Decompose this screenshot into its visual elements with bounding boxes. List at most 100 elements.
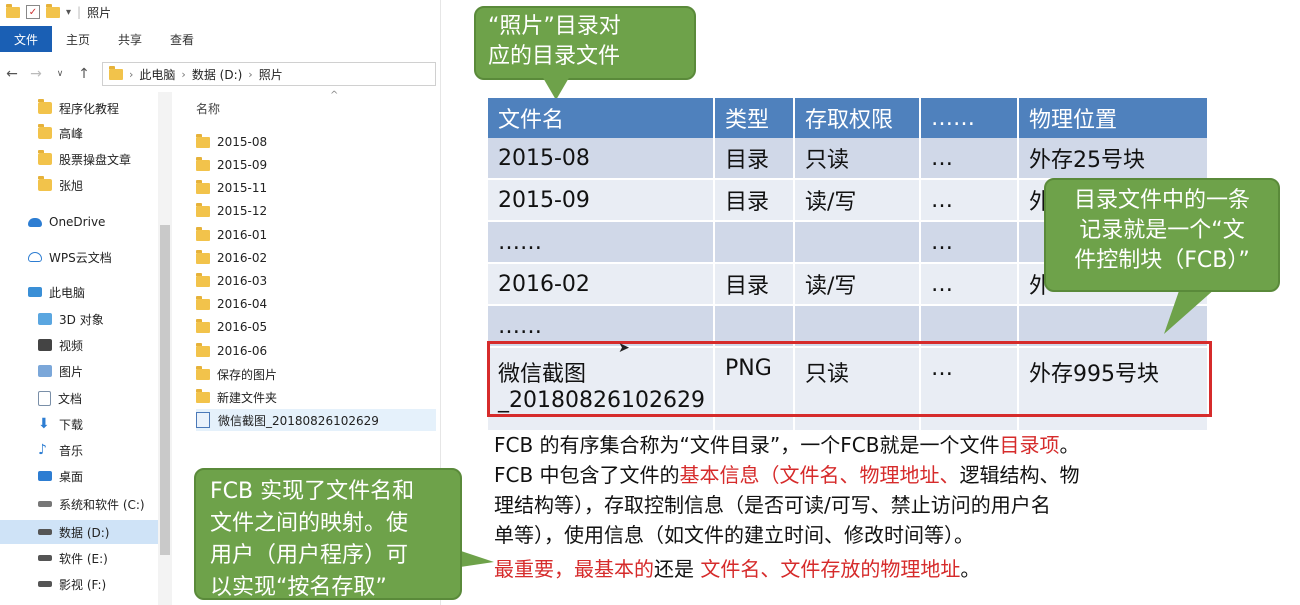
table-row: 2015-08 目录 只读 … 外存25号块 [488, 138, 1209, 180]
sidebar-item-3d-objects[interactable]: 3D 对象 [0, 307, 104, 331]
sidebar-item-documents[interactable]: 文档 [0, 386, 82, 410]
callout-line: 件控制块（FCB）” [1074, 248, 1250, 273]
file-item[interactable]: 2016-03 [196, 270, 267, 292]
table-cell [714, 305, 795, 348]
folder-icon [38, 99, 52, 114]
sidebar-item-pictures[interactable]: 图片 [0, 359, 83, 383]
sidebar-item-music[interactable]: ♪ 音乐 [0, 438, 83, 462]
file-item[interactable]: 2016-06 [196, 340, 267, 362]
sidebar-item-tutorial[interactable]: 程序化教程 [0, 96, 119, 120]
breadcrumb-this-pc[interactable]: 此电脑 [139, 67, 176, 82]
callout-pointer [542, 76, 570, 100]
paragraph-line: FCB 中包含了文件的基本信息（文件名、物理地址、逻辑结构、物 [494, 463, 1080, 487]
tab-home[interactable]: 主页 [66, 32, 91, 47]
callout-line: 以实现“按名存取” [210, 575, 387, 600]
sidebar-item-label: 软件 (E:) [59, 551, 108, 566]
tab-share[interactable]: 共享 [118, 32, 143, 47]
file-item[interactable]: 2015-08 [196, 131, 267, 153]
sidebar-scrollbar-thumb[interactable] [160, 225, 170, 555]
table-cell: 只读 [794, 138, 921, 180]
sidebar-item-videos[interactable]: 视频 [0, 333, 83, 357]
table-cell: 2015-09 [488, 179, 715, 222]
paragraph-line: 理结构等），存取控制信息（是否可读/可写、禁止访问的用户名 [494, 493, 1051, 517]
sidebar-item-desktop[interactable]: 桌面 [0, 464, 83, 488]
folder-icon [109, 65, 123, 80]
file-item[interactable]: 2015-09 [196, 154, 267, 176]
callout-name-mapping: FCB 实现了文件名和 文件之间的映射。使 用户（用户程序）可 以实现“按名存取… [194, 468, 462, 600]
tab-view[interactable]: 查看 [170, 32, 195, 47]
file-name: 2016-03 [217, 274, 268, 288]
sidebar-item-onedrive[interactable]: OneDrive [0, 210, 105, 234]
table-row: …… [488, 305, 1209, 348]
sidebar-item-drive-c[interactable]: 系统和软件 (C:) [0, 492, 145, 516]
folder-icon [196, 249, 210, 264]
file-item[interactable]: 2016-02 [196, 247, 267, 269]
sort-up-icon: ^ [330, 90, 339, 101]
tab-file[interactable]: 文件 [0, 26, 53, 52]
new-folder-icon[interactable] [46, 3, 60, 18]
chevron-right-icon: › [248, 67, 253, 81]
properties-icon[interactable]: ✓ [26, 5, 40, 19]
table-cell: … [920, 263, 1019, 306]
paragraph-line: 最重要，最基本的还是 文件名、文件存放的物理地址。 [494, 557, 981, 581]
sidebar-item-label: 图片 [59, 364, 84, 379]
file-item[interactable]: 2015-11 [196, 177, 267, 199]
table-cell: 外存995号块 [1018, 347, 1209, 432]
callout-line: 目录文件中的一条 [1073, 188, 1250, 213]
sidebar-item-this-pc[interactable]: 此电脑 [0, 280, 85, 304]
drive-icon [38, 529, 52, 535]
music-icon: ♪ [38, 442, 47, 458]
up-arrow-icon[interactable]: ↑ [78, 66, 90, 82]
callout-fcb-record: 目录文件中的一条 记录就是一个“文 件控制块（FCB）” [1044, 178, 1280, 292]
sidebar-item-zhangxu[interactable]: 张旭 [0, 173, 83, 197]
sidebar-item-label: OneDrive [49, 215, 106, 229]
file-name: 2016-04 [217, 297, 268, 311]
callout-line: 用户（用户程序）可 [210, 543, 409, 568]
sidebar-item-label: 视频 [59, 338, 84, 353]
folder-icon [38, 176, 52, 191]
file-item[interactable]: 新建文件夹 [196, 386, 277, 408]
folder-icon [196, 365, 210, 380]
sidebar-item-label: 桌面 [59, 469, 84, 484]
header-location: 物理位置 [1018, 98, 1209, 138]
breadcrumb-drive-d[interactable]: 数据 (D:) [191, 67, 243, 82]
file-name: 2015-08 [217, 135, 268, 149]
header-access: 存取权限 [794, 98, 921, 138]
column-header-name[interactable]: 名称 [196, 102, 221, 116]
sidebar-item-wps-cloud[interactable]: WPS云文档 [0, 245, 112, 269]
file-item-selected[interactable]: 微信截图_20180826102629 [196, 409, 436, 431]
back-arrow-icon[interactable]: ← [6, 66, 18, 82]
drive-icon [38, 555, 52, 561]
file-item[interactable]: 2016-05 [196, 316, 267, 338]
table-cell [714, 221, 795, 264]
sidebar-item-drive-e[interactable]: 软件 (E:) [0, 546, 108, 570]
callout-line: FCB 实现了文件名和 [210, 479, 415, 504]
file-item[interactable]: 2016-01 [196, 224, 267, 246]
file-name: 2016-02 [217, 251, 268, 265]
folder-icon [196, 179, 210, 194]
sidebar-item-stock-articles[interactable]: 股票操盘文章 [0, 147, 131, 171]
folder-icon [196, 388, 210, 403]
file-item[interactable]: 2016-04 [196, 293, 267, 315]
sidebar-item-label: 数据 (D:) [59, 525, 110, 540]
breadcrumb-photos[interactable]: 照片 [258, 67, 283, 82]
callout-line: “照片”目录对 [488, 14, 621, 39]
file-item[interactable]: 2015-12 [196, 200, 267, 222]
quick-access-dropdown-icon[interactable]: ▾ [66, 6, 72, 18]
sidebar-item-gaofeng[interactable]: 高峰 [0, 121, 83, 145]
sidebar-item-downloads[interactable]: ⬇ 下载 [0, 412, 83, 436]
title-bar: ✓ ▾ | 照片 [0, 0, 440, 24]
file-item[interactable]: 保存的图片 [196, 363, 277, 385]
header-etc: …… [920, 98, 1019, 138]
download-icon: ⬇ [38, 416, 50, 432]
file-name: 微信截图_20180826102629 [218, 413, 379, 428]
address-bar[interactable]: › 此电脑 › 数据 (D:) › 照片 [102, 62, 436, 86]
sidebar-item-label: 音乐 [59, 443, 84, 458]
sidebar-item-label: 张旭 [59, 178, 84, 193]
sidebar-item-drive-f[interactable]: 影视 (F:) [0, 572, 106, 596]
forward-arrow-icon[interactable]: → [30, 66, 42, 82]
header-type: 类型 [714, 98, 795, 138]
recent-dropdown-icon[interactable]: ∨ [56, 69, 64, 79]
table-cell: … [920, 138, 1019, 180]
sidebar-item-drive-d[interactable]: 数据 (D:) [0, 520, 158, 544]
